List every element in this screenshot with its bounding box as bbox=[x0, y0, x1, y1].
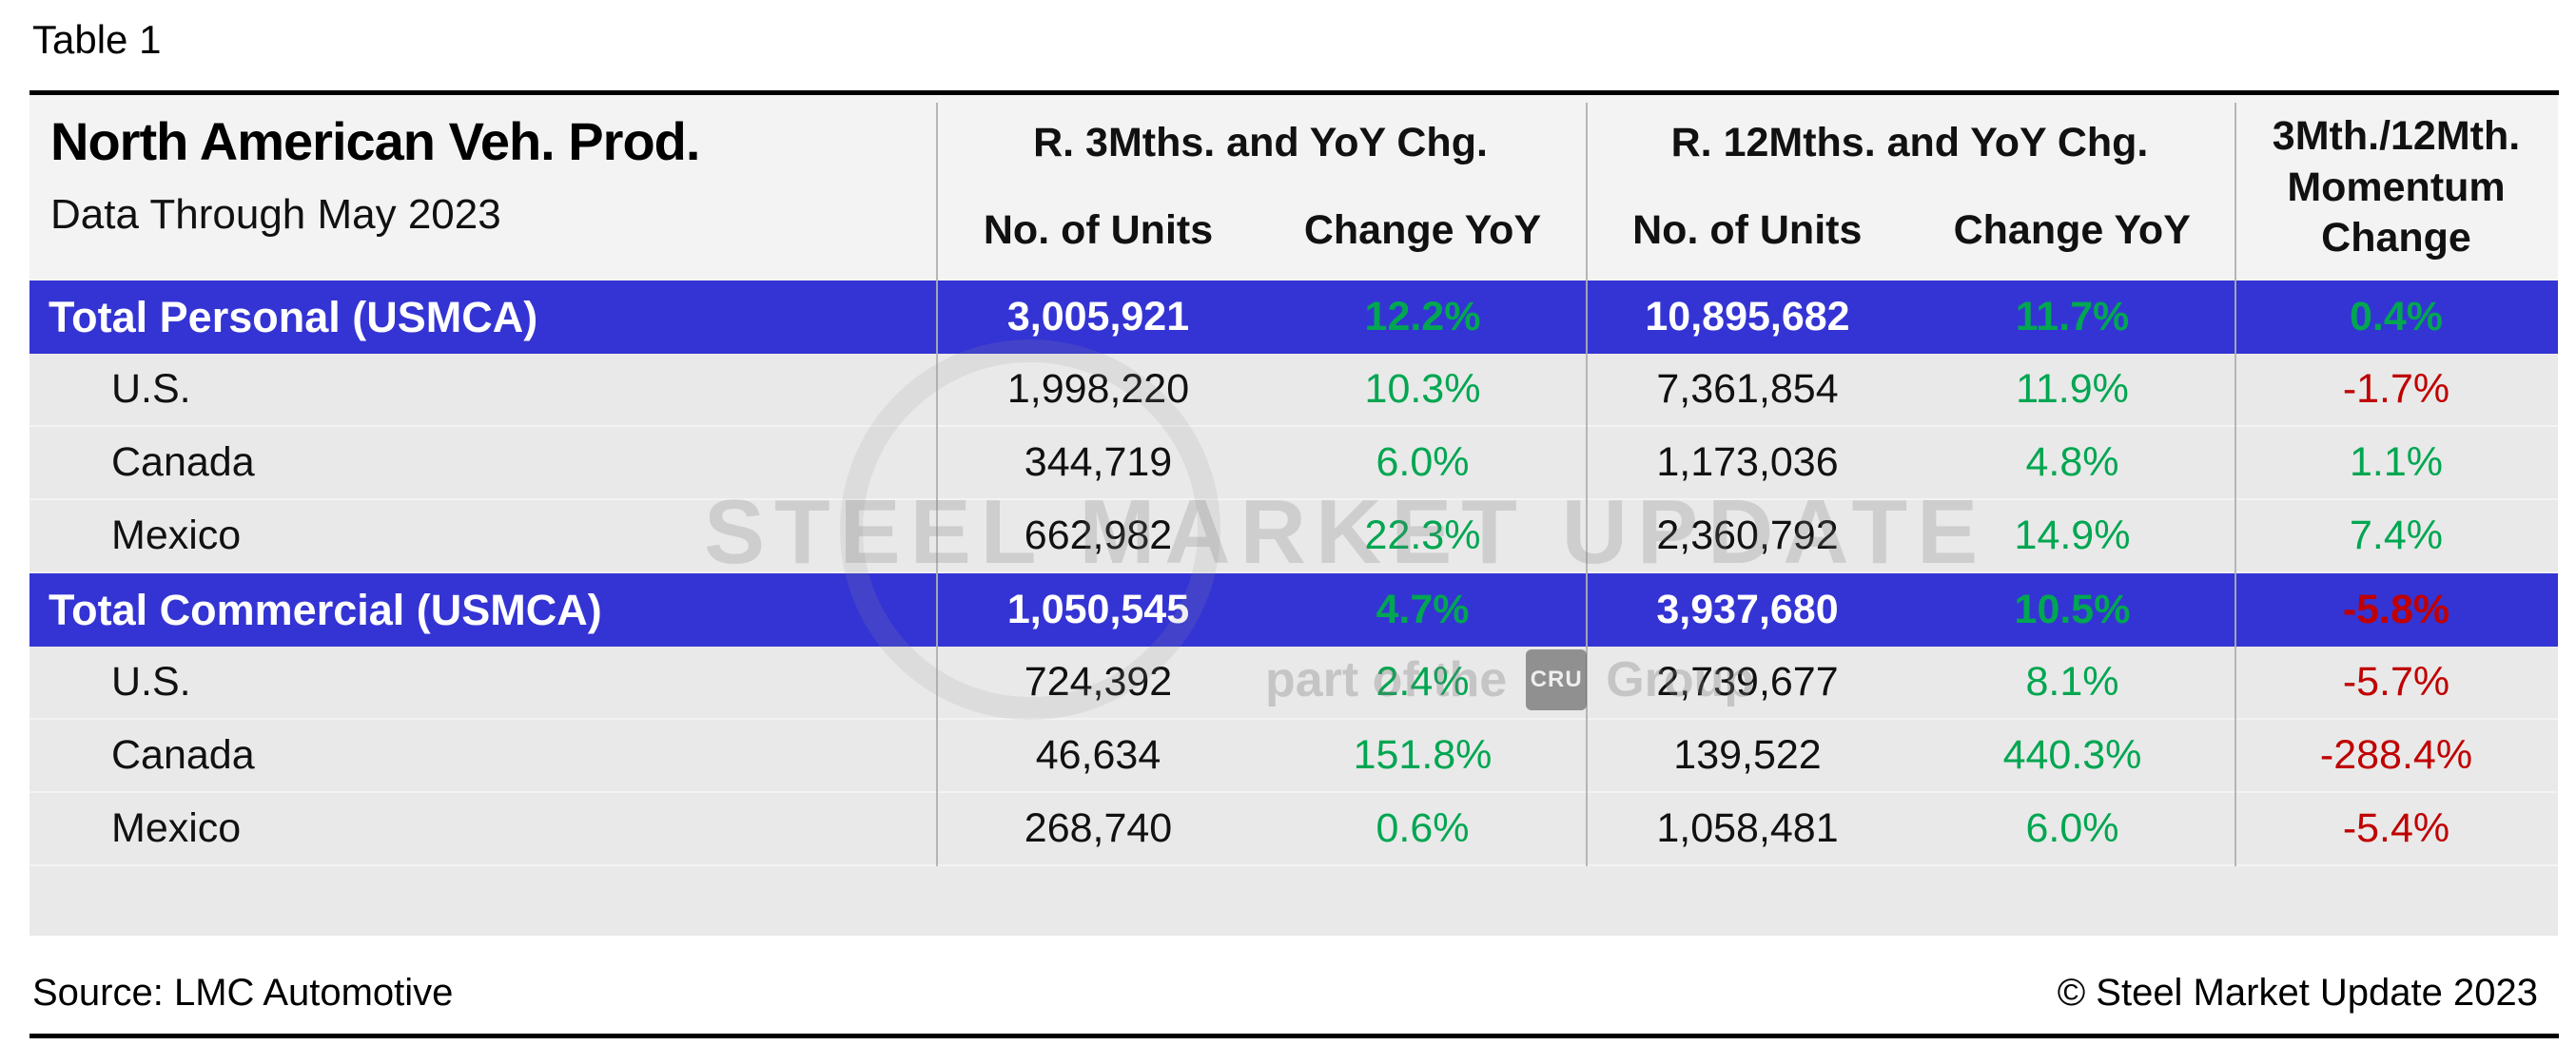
momentum-value: 1.1% bbox=[2349, 439, 2443, 485]
units-12m-value: 2,360,792 bbox=[1656, 513, 1839, 558]
column-header-change-3m: Change YoY bbox=[1303, 207, 1542, 253]
change-12m-value: 8.1% bbox=[2025, 659, 2119, 705]
column-header-units-12m: No. of Units bbox=[1632, 207, 1863, 253]
row-label: U.S. bbox=[111, 366, 191, 412]
source-note: Source: LMC Automotive bbox=[32, 972, 454, 1014]
units-3m-value: 3,005,921 bbox=[1006, 294, 1190, 339]
change-12m-value: 440.3% bbox=[2002, 732, 2142, 778]
momentum-value: -5.4% bbox=[2342, 805, 2450, 851]
momentum-header-line-3: Change bbox=[2321, 215, 2471, 261]
units-3m-value: 1,050,545 bbox=[1006, 587, 1190, 632]
table-row-personal-us: U.S. 1,998,220 10.3% 7,361,854 11.9% -1.… bbox=[29, 354, 2558, 427]
momentum-value: 7.4% bbox=[2349, 513, 2443, 558]
change-3m-value: 151.8% bbox=[1353, 732, 1493, 778]
units-12m-value: 1,058,481 bbox=[1656, 805, 1839, 851]
momentum-value: -288.4% bbox=[2319, 732, 2473, 778]
column-group-12m-label: R. 12Mths. and YoY Chg. bbox=[1670, 119, 2149, 165]
table-row-total-personal: Total Personal (USMCA) 3,005,921 12.2% 1… bbox=[29, 281, 2558, 354]
column-divider bbox=[1586, 103, 1588, 866]
change-12m-value: 11.9% bbox=[2016, 366, 2129, 412]
momentum-value: -5.7% bbox=[2342, 659, 2450, 705]
change-12m-value: 11.7% bbox=[2015, 294, 2130, 339]
units-12m-value: 2,739,677 bbox=[1656, 659, 1839, 705]
bottom-rule bbox=[29, 1034, 2559, 1038]
units-12m-value: 10,895,682 bbox=[1645, 294, 1850, 339]
momentum-header-line-2: Momentum bbox=[2287, 164, 2506, 210]
units-3m-value: 724,392 bbox=[1024, 659, 1173, 705]
units-12m-value: 7,361,854 bbox=[1656, 366, 1839, 412]
momentum-value: 0.4% bbox=[2349, 294, 2443, 339]
row-label: Canada bbox=[111, 732, 255, 778]
table-row-commercial-us: U.S. 724,392 2.4% 2,739,677 8.1% -5.7% bbox=[29, 647, 2558, 720]
column-header-momentum: 3Mth./12Mth. Momentum Change bbox=[2234, 95, 2558, 281]
column-divider bbox=[2234, 103, 2236, 866]
header-title-block: North American Veh. Prod. Data Through M… bbox=[29, 95, 936, 281]
table-row-personal-canada: Canada 344,719 6.0% 1,173,036 4.8% 1.1% bbox=[29, 427, 2558, 500]
change-3m-value: 2.4% bbox=[1376, 659, 1470, 705]
column-group-3m-label: R. 3Mths. and YoY Chg. bbox=[1033, 119, 1488, 165]
units-3m-value: 1,998,220 bbox=[1006, 366, 1190, 412]
momentum-value: -1.7% bbox=[2342, 366, 2450, 412]
units-3m-value: 344,719 bbox=[1024, 439, 1173, 485]
table-header: North American Veh. Prod. Data Through M… bbox=[29, 95, 2558, 281]
table-body: Total Personal (USMCA) 3,005,921 12.2% 1… bbox=[29, 281, 2558, 866]
row-label: Canada bbox=[111, 439, 255, 485]
top-rule bbox=[29, 90, 2559, 95]
momentum-header-line-1: 3Mth./12Mth. bbox=[2272, 112, 2521, 159]
momentum-value: -5.8% bbox=[2342, 587, 2450, 632]
row-label: Mexico bbox=[111, 513, 242, 558]
units-3m-value: 662,982 bbox=[1024, 513, 1173, 558]
row-label: Total Commercial (USMCA) bbox=[49, 585, 602, 634]
row-label: Total Personal (USMCA) bbox=[49, 292, 538, 341]
column-divider bbox=[936, 103, 938, 866]
table-row-commercial-canada: Canada 46,634 151.8% 139,522 440.3% -288… bbox=[29, 720, 2558, 793]
column-header-units-3m: No. of Units bbox=[983, 207, 1214, 253]
table-row-total-commercial: Total Commercial (USMCA) 1,050,545 4.7% … bbox=[29, 573, 2558, 647]
column-group-12m-subcols: No. of Units Change YoY bbox=[1585, 190, 2234, 281]
table-card: North American Veh. Prod. Data Through M… bbox=[29, 95, 2558, 936]
change-3m-value: 6.0% bbox=[1376, 439, 1470, 485]
row-label: U.S. bbox=[111, 659, 191, 705]
change-3m-value: 0.6% bbox=[1376, 805, 1470, 851]
units-3m-value: 46,634 bbox=[1035, 732, 1161, 778]
column-group-3m: R. 3Mths. and YoY Chg. No. of Units Chan… bbox=[936, 95, 1585, 281]
table-number-label: Table 1 bbox=[32, 17, 162, 62]
copyright-note: © Steel Market Update 2023 bbox=[2057, 972, 2538, 1014]
change-3m-value: 4.7% bbox=[1376, 587, 1470, 632]
change-12m-value: 10.5% bbox=[2014, 587, 2131, 632]
table-row-personal-mexico: Mexico 662,982 22.3% 2,360,792 14.9% 7.4… bbox=[29, 500, 2558, 573]
column-group-3m-subcols: No. of Units Change YoY bbox=[936, 190, 1585, 281]
change-3m-value: 12.2% bbox=[1364, 294, 1481, 339]
column-header-change-12m: Change YoY bbox=[1953, 207, 2191, 253]
units-12m-value: 1,173,036 bbox=[1656, 439, 1839, 485]
units-12m-value: 139,522 bbox=[1673, 732, 1822, 778]
change-12m-value: 6.0% bbox=[2025, 805, 2119, 851]
change-3m-value: 10.3% bbox=[1364, 366, 1481, 412]
table-title: North American Veh. Prod. bbox=[50, 111, 700, 171]
column-group-12m: R. 12Mths. and YoY Chg. No. of Units Cha… bbox=[1585, 95, 2234, 281]
units-12m-value: 3,937,680 bbox=[1656, 587, 1839, 632]
units-3m-value: 268,740 bbox=[1024, 805, 1173, 851]
table-subtitle: Data Through May 2023 bbox=[50, 191, 501, 238]
change-12m-value: 4.8% bbox=[2025, 439, 2119, 485]
change-12m-value: 14.9% bbox=[2014, 513, 2131, 558]
table-row-commercial-mexico: Mexico 268,740 0.6% 1,058,481 6.0% -5.4% bbox=[29, 793, 2558, 866]
row-label: Mexico bbox=[111, 805, 242, 851]
change-3m-value: 22.3% bbox=[1364, 513, 1481, 558]
